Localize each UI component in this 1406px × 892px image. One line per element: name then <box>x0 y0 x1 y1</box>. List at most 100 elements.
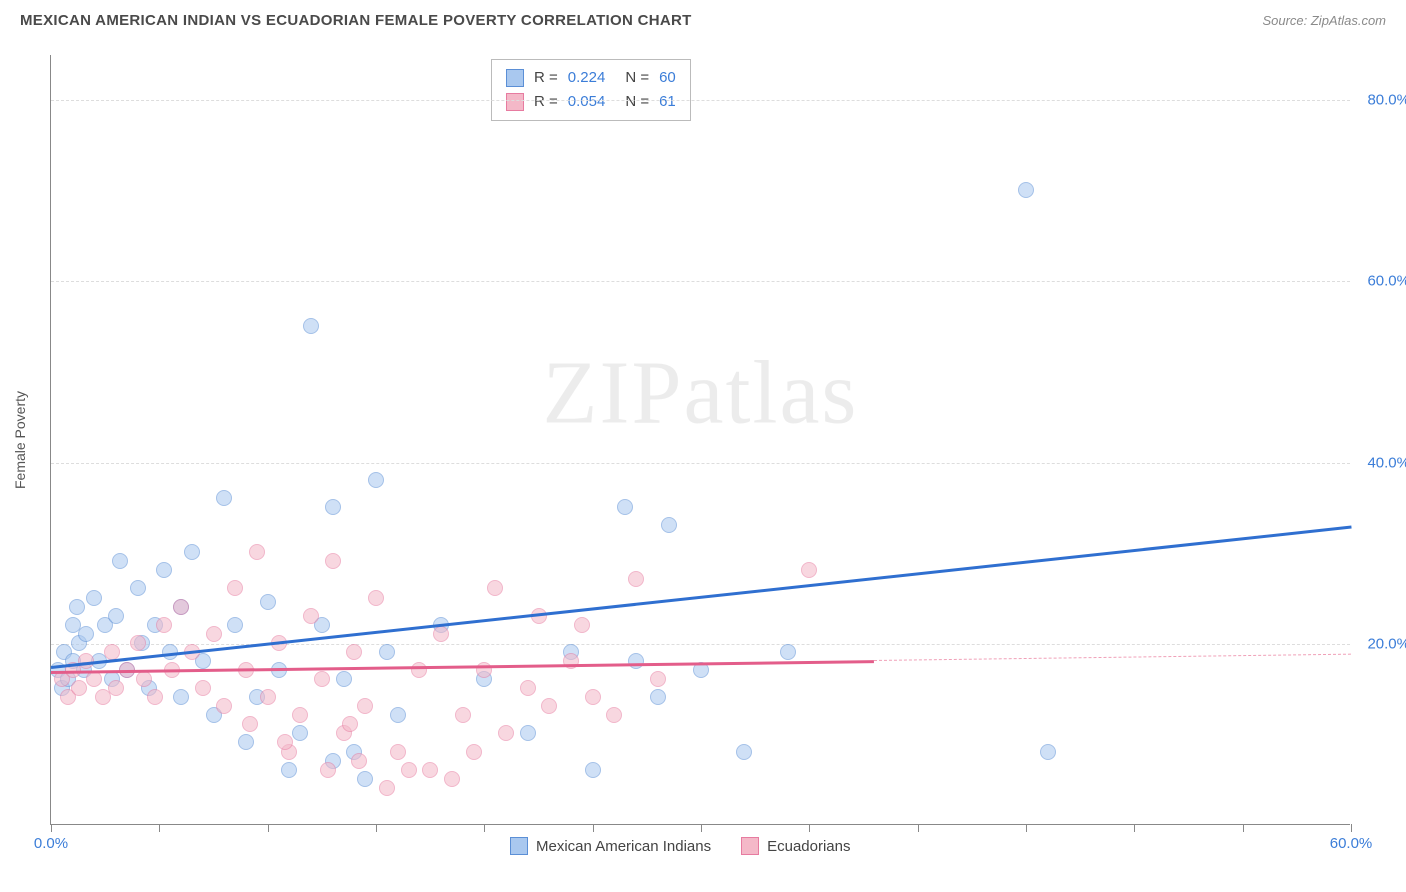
data-point <box>487 580 503 596</box>
gridline <box>51 281 1350 282</box>
data-point <box>650 689 666 705</box>
data-point <box>606 707 622 723</box>
data-point <box>130 635 146 651</box>
data-point <box>227 580 243 596</box>
data-point <box>411 662 427 678</box>
data-point <box>104 644 120 660</box>
series-legend: Mexican American Indians Ecuadorians <box>510 837 850 855</box>
data-point <box>433 626 449 642</box>
gridline <box>51 100 1350 101</box>
x-tick <box>1026 824 1027 832</box>
data-point <box>390 744 406 760</box>
data-point <box>292 725 308 741</box>
data-point <box>520 725 536 741</box>
data-point <box>325 499 341 515</box>
data-point <box>455 707 471 723</box>
data-point <box>1040 744 1056 760</box>
data-point <box>69 599 85 615</box>
data-point <box>292 707 308 723</box>
series-swatch <box>506 69 524 87</box>
data-point <box>379 644 395 660</box>
x-tick-label: 0.0% <box>34 835 68 852</box>
data-point <box>108 608 124 624</box>
n-label: N = <box>625 66 649 90</box>
data-point <box>422 762 438 778</box>
data-point <box>216 698 232 714</box>
x-tick <box>809 824 810 832</box>
correlation-stats-box: R =0.224N =60R =0.054N =61 <box>491 59 691 121</box>
data-point <box>336 671 352 687</box>
data-point <box>342 716 358 732</box>
data-point <box>227 617 243 633</box>
data-point <box>444 771 460 787</box>
data-point <box>238 734 254 750</box>
data-point <box>108 680 124 696</box>
data-point <box>206 626 222 642</box>
legend-label: Ecuadorians <box>767 838 850 855</box>
data-point <box>541 698 557 714</box>
r-value: 0.054 <box>568 90 606 114</box>
x-tick <box>484 824 485 832</box>
data-point <box>801 562 817 578</box>
legend-label: Mexican American Indians <box>536 838 711 855</box>
data-point <box>303 318 319 334</box>
chart-header: MEXICAN AMERICAN INDIAN VS ECUADORIAN FE… <box>0 0 1406 37</box>
data-point <box>466 744 482 760</box>
data-point <box>147 689 163 705</box>
x-tick <box>1243 824 1244 832</box>
data-point <box>368 472 384 488</box>
x-tick <box>1134 824 1135 832</box>
r-value: 0.224 <box>568 66 606 90</box>
data-point <box>130 580 146 596</box>
data-point <box>173 599 189 615</box>
data-point <box>277 734 293 750</box>
data-point <box>260 594 276 610</box>
data-point <box>78 626 94 642</box>
y-axis-label: Female Poverty <box>12 391 28 489</box>
plot-area: ZIPatlas R =0.224N =60R =0.054N =61 20.0… <box>50 55 1350 825</box>
data-point <box>325 553 341 569</box>
data-point <box>390 707 406 723</box>
data-point <box>368 590 384 606</box>
data-point <box>401 762 417 778</box>
data-point <box>585 689 601 705</box>
series-swatch <box>506 93 524 111</box>
x-tick <box>701 824 702 832</box>
data-point <box>71 680 87 696</box>
data-point <box>1018 182 1034 198</box>
data-point <box>617 499 633 515</box>
data-point <box>498 725 514 741</box>
data-point <box>661 517 677 533</box>
x-tick-label: 60.0% <box>1330 835 1373 852</box>
x-tick <box>51 824 52 832</box>
stats-row: R =0.224N =60 <box>506 66 676 90</box>
x-tick <box>159 824 160 832</box>
n-label: N = <box>625 90 649 114</box>
data-point <box>628 571 644 587</box>
data-point <box>216 490 232 506</box>
data-point <box>780 644 796 660</box>
r-label: R = <box>534 66 558 90</box>
legend-item: Mexican American Indians <box>510 837 711 855</box>
data-point <box>249 544 265 560</box>
data-point <box>520 680 536 696</box>
data-point <box>379 780 395 796</box>
data-point <box>314 671 330 687</box>
data-point <box>585 762 601 778</box>
data-point <box>156 562 172 578</box>
y-tick-label: 60.0% <box>1367 273 1406 290</box>
data-point <box>195 680 211 696</box>
stats-row: R =0.054N =61 <box>506 90 676 114</box>
data-point <box>136 671 152 687</box>
trend-line <box>51 526 1351 669</box>
data-point <box>628 653 644 669</box>
chart-title: MEXICAN AMERICAN INDIAN VS ECUADORIAN FE… <box>20 12 692 29</box>
legend-swatch <box>510 837 528 855</box>
data-point <box>574 617 590 633</box>
data-point <box>86 671 102 687</box>
data-point <box>112 553 128 569</box>
x-tick <box>1351 824 1352 832</box>
x-tick <box>376 824 377 832</box>
data-point <box>86 590 102 606</box>
data-point <box>242 716 258 732</box>
